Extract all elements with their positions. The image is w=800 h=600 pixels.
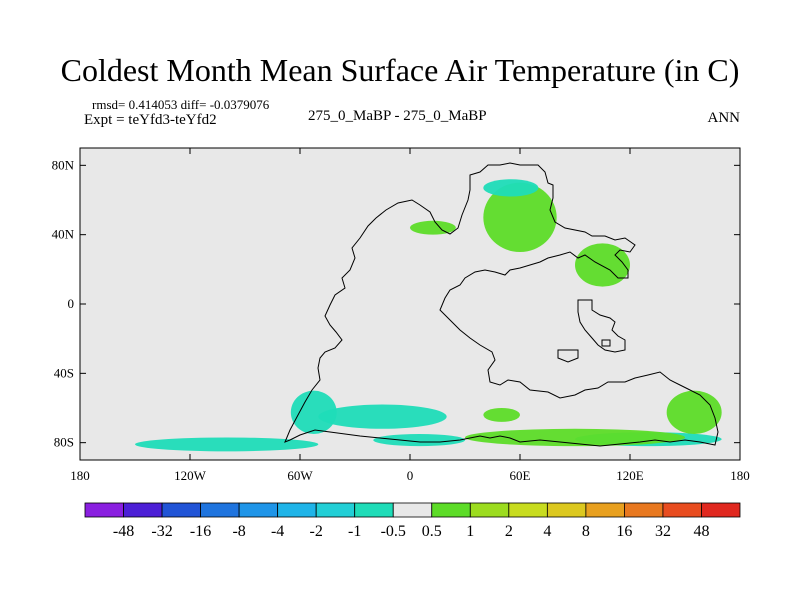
x-tick-label: 60W [287,468,313,483]
colorbar-swatch [431,502,471,518]
y-tick-label: 0 [68,296,75,311]
colorbar-label: -0.5 [381,523,406,540]
colorbar-label: -48 [113,523,134,540]
anomaly-east-asia-warm [575,243,630,287]
colorbar-label: 48 [693,523,709,540]
colorbar-label: 0.5 [422,523,442,540]
x-axis: 180 120W 60W 0 60E 120E 180 [70,148,750,483]
x-tick-label: 180 [70,468,90,483]
colorbar-swatch [585,502,625,518]
x-tick-label: 0 [407,468,414,483]
x-tick-label: 180 [730,468,750,483]
colorbar-swatch [123,502,163,518]
colorbar-swatch [200,502,240,518]
chart-title: Coldest Month Mean Surface Air Temperatu… [60,52,740,88]
colorbar-swatch [392,502,433,518]
y-tick-label: 40S [54,365,74,380]
colorbar-swatch [508,502,548,518]
colorbar-swatch [469,502,510,518]
anomaly-siberia-cold [483,179,539,197]
coastline-island-south [557,349,579,363]
y-tick-label: 80S [54,435,74,450]
season-label: ANN [707,110,741,126]
y-tick-label: 80N [52,157,75,172]
colorbar-label: -2 [310,523,323,540]
colorbar-swatch [238,502,279,518]
rmsd-diff-label: rmsd= 0.414053 diff= -0.0379076 [92,97,270,112]
anomaly-southern-ocean-warm [483,408,520,422]
colorbar-swatch [701,502,741,518]
colorbar-swatch [624,502,664,518]
coastline-supercontinent [284,162,719,447]
colorbar-label: 16 [616,523,632,540]
colorbar-label: -1 [348,523,361,540]
colorbar: -48 -32 -16 -8 -4 -2 -1 -0.5 0.5 1 2 4 8 16 32 48 [84,502,741,540]
anomaly-antarctic-belt-center [373,434,465,447]
coastline-island-small [601,339,611,347]
anomaly-south-atlantic-cold [318,404,447,429]
colorbar-label: 2 [505,523,513,540]
colorbar-label: -32 [151,523,172,540]
x-tick-label: 60E [510,468,531,483]
colorbar-label: 32 [655,523,671,540]
colorbar-swatch [161,502,201,518]
colorbar-label: 8 [582,523,590,540]
experiment-label: Expt = teYfd3-teYfd2 [84,112,217,128]
y-axis: 80N 40N 0 40S 80S [52,157,740,450]
colorbar-swatch [662,502,702,518]
colorbar-swatch [354,502,394,518]
colorbar-swatch [277,502,317,518]
coastline-island-east [577,299,626,353]
colorbar-swatch [546,502,587,518]
x-tick-label: 120E [616,468,644,483]
anomaly-north-america-warm [410,220,456,235]
anomaly-siberia-warm [483,182,557,252]
x-tick-label: 120W [174,468,207,483]
coastline-layer [284,162,719,447]
colorbar-swatch [84,502,124,518]
colorbar-label: 4 [543,523,551,540]
anomaly-antarctic-belt-west [135,437,319,452]
anomaly-australia-east-warm [666,390,722,435]
anomaly-layer [135,179,722,452]
colorbar-swatch [315,502,356,518]
anomaly-patagonia-cold [290,390,337,435]
colorbar-label: 1 [466,523,474,540]
colorbar-label: -4 [271,523,284,540]
comparison-label: 275_0_MaBP - 275_0_MaBP [308,108,487,124]
colorbar-label: -8 [232,523,245,540]
y-tick-label: 40N [52,227,75,242]
colorbar-label: -16 [190,523,211,540]
